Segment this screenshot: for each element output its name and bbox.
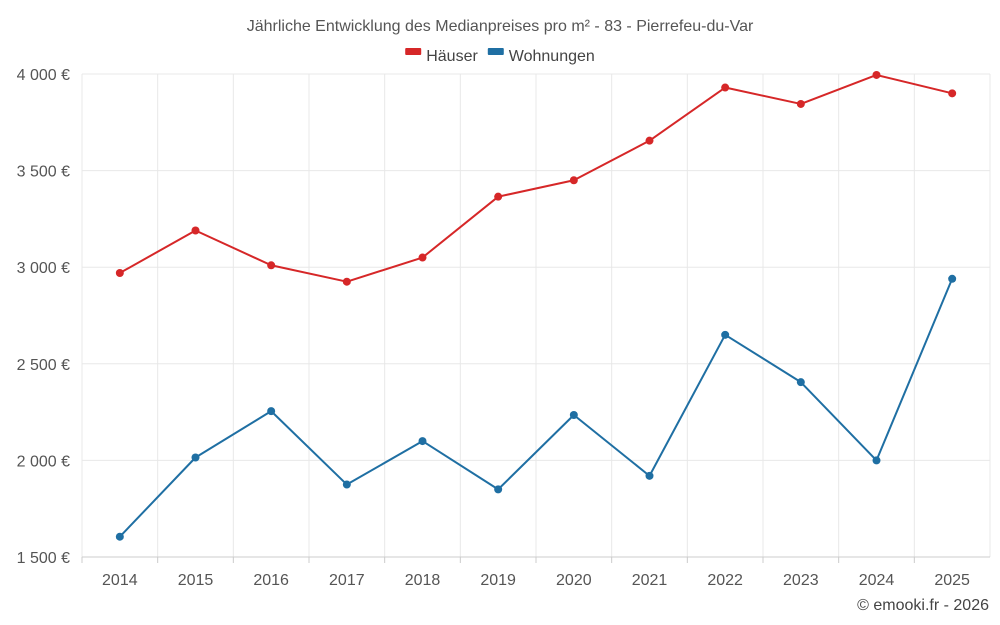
y-tick-label: 1 500 €	[17, 550, 70, 567]
data-point[interactable]	[872, 70, 881, 79]
data-point[interactable]	[721, 330, 730, 339]
x-tick-label: 2021	[632, 572, 668, 589]
y-axis: 1 500 € 2 000 € 2 500 € 3 000 € 3 500 € 4 000…	[17, 67, 70, 567]
series-group	[115, 70, 957, 541]
data-point[interactable]	[569, 410, 578, 419]
data-point[interactable]	[796, 99, 805, 108]
credit-text: © emooki.fr - 2026	[857, 597, 989, 614]
legend-item-1[interactable]: Wohnungen	[487, 48, 595, 65]
data-point[interactable]	[721, 83, 730, 92]
legend-label: Häuser	[426, 48, 478, 65]
chart-title: Jährliche Entwicklung des Medianpreises …	[247, 18, 754, 35]
legend: Häuser Wohnungen	[405, 48, 595, 65]
legend-label: Wohnungen	[509, 48, 595, 65]
x-tick-label: 2024	[859, 572, 895, 589]
grid	[81, 73, 991, 558]
data-point[interactable]	[796, 378, 805, 387]
data-point[interactable]	[191, 453, 200, 462]
legend-swatch	[405, 48, 422, 55]
x-tick-label: 2018	[405, 572, 441, 589]
data-point[interactable]	[267, 261, 276, 270]
x-tick-label: 2017	[329, 572, 365, 589]
y-tick-label: 4 000 €	[17, 67, 70, 84]
data-point[interactable]	[569, 176, 578, 185]
data-point[interactable]	[191, 226, 200, 235]
legend-item-0[interactable]: Häuser	[405, 48, 478, 65]
x-tick-label: 2020	[556, 572, 592, 589]
y-tick-label: 3 500 €	[17, 164, 70, 181]
x-tick-label: 2025	[934, 572, 970, 589]
data-point[interactable]	[342, 480, 351, 489]
series-line-0	[119, 73, 953, 283]
data-point[interactable]	[872, 456, 881, 465]
data-point[interactable]	[418, 437, 427, 446]
data-point[interactable]	[494, 485, 503, 494]
x-tick-label: 2019	[480, 572, 516, 589]
data-point[interactable]	[645, 136, 654, 145]
data-point[interactable]	[115, 268, 124, 277]
data-point[interactable]	[342, 277, 351, 286]
data-point[interactable]	[645, 471, 654, 480]
data-point[interactable]	[267, 407, 276, 416]
data-point[interactable]	[948, 274, 957, 283]
x-tick-label: 2015	[178, 572, 214, 589]
y-tick-label: 2 500 €	[17, 357, 70, 374]
x-tick-label: 2016	[253, 572, 289, 589]
x-tick-label: 2023	[783, 572, 819, 589]
data-point[interactable]	[494, 192, 503, 201]
data-point[interactable]	[115, 532, 124, 541]
legend-swatch	[487, 48, 504, 55]
data-point[interactable]	[948, 89, 957, 98]
x-tick-label: 2022	[707, 572, 743, 589]
series-line-1	[119, 278, 954, 538]
y-tick-label: 3 000 €	[17, 260, 70, 277]
x-axis: 2014 2015 2016 2017 2018 2019 2020 2021 2022 2023…	[81, 557, 970, 589]
x-tick-label: 2014	[102, 572, 138, 589]
data-point[interactable]	[418, 253, 427, 262]
y-tick-label: 2 000 €	[17, 453, 70, 470]
